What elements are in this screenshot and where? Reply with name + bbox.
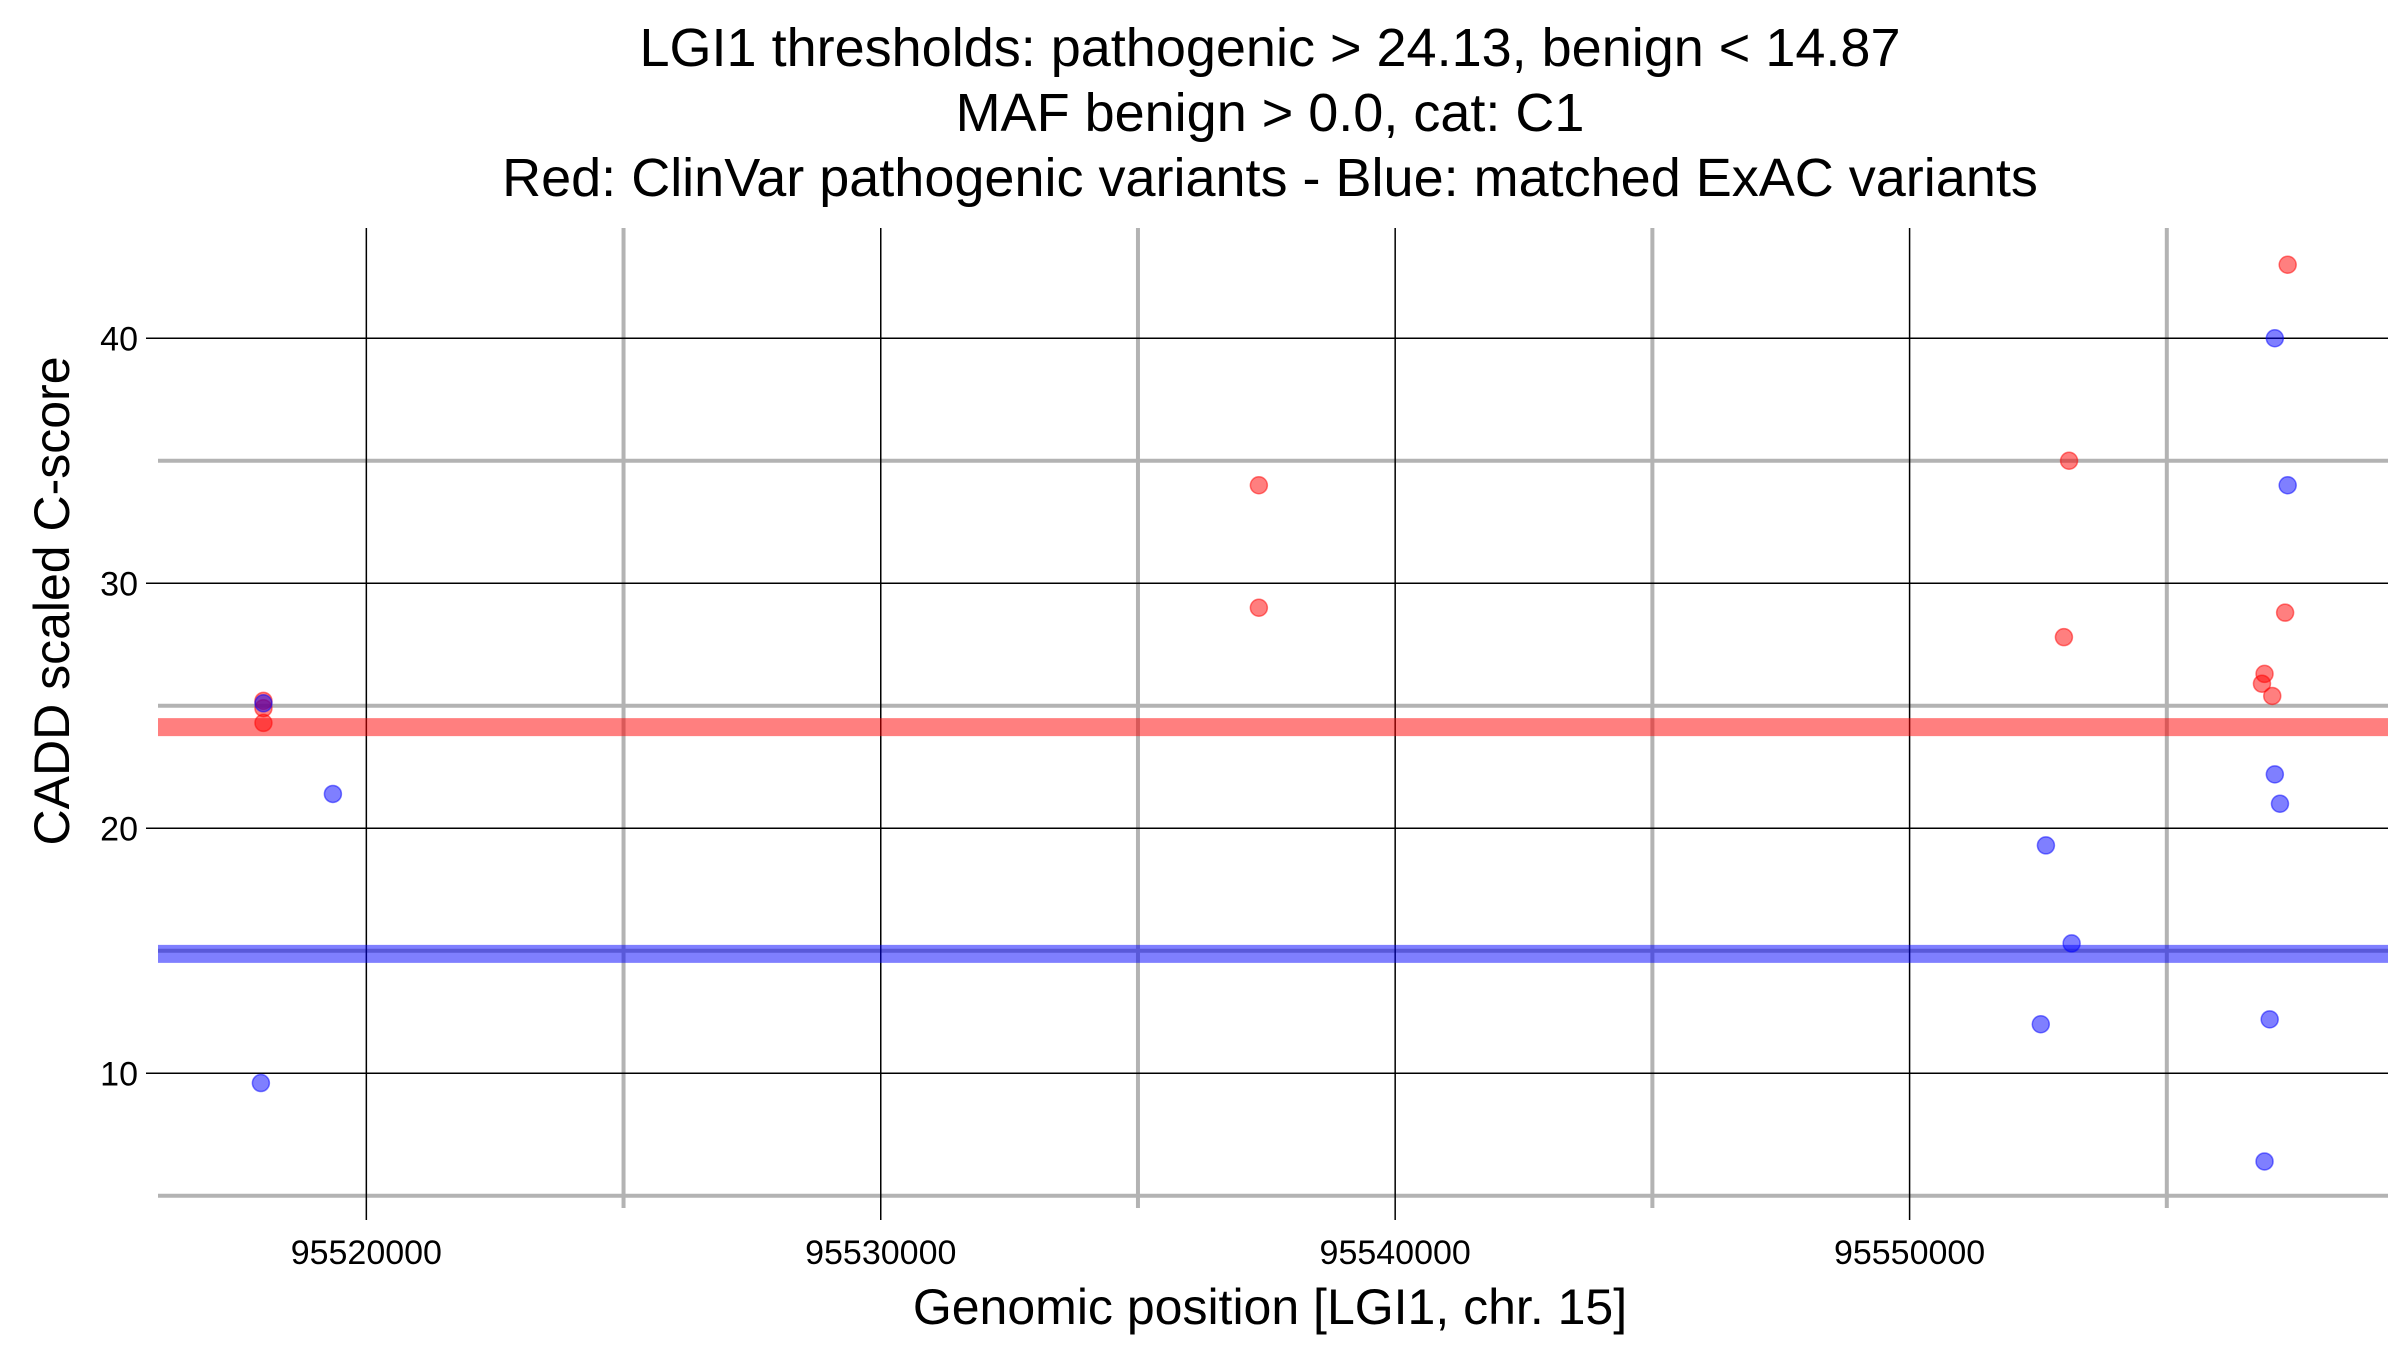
- exac-point: [2260, 1010, 2279, 1029]
- title-line-3: Red: ClinVar pathogenic variants - Blue:…: [502, 148, 2038, 208]
- title-line-2: MAF benign > 0.0, cat: C1: [956, 83, 1585, 143]
- clinvar-point: [2278, 255, 2297, 274]
- clinvar-point: [2252, 674, 2272, 693]
- x-tick-label: 95520000: [291, 1234, 442, 1272]
- threshold-lines: [158, 718, 2388, 963]
- x-tick-label: 95550000: [1834, 1234, 1985, 1272]
- exac-point: [323, 784, 343, 804]
- y-tick-label: 40: [100, 320, 138, 358]
- clinvar-point: [2275, 603, 2295, 622]
- y-axis-title: CADD scaled C-score: [24, 356, 80, 845]
- clinvar-point: [2054, 627, 2074, 647]
- exac-point: [251, 1073, 271, 1093]
- title-line-1: LGI1 thresholds: pathogenic > 24.13, ben…: [640, 18, 1901, 78]
- x-tick-label: 95540000: [1320, 1234, 1471, 1272]
- major-gridlines: [158, 228, 2388, 1208]
- clinvar-point: [254, 713, 273, 733]
- data-points: [251, 255, 2297, 1171]
- exac-point: [2265, 765, 2285, 784]
- clinvar-point: [2059, 451, 2079, 470]
- x-axis-title: Genomic position [LGI1, chr. 15]: [913, 1279, 1627, 1335]
- exac-point: [2036, 836, 2056, 855]
- y-tick-label: 10: [100, 1055, 138, 1093]
- exac-point: [2265, 329, 2285, 348]
- x-axis-ticks: 95520000 95530000 95540000 95550000: [291, 1208, 1985, 1272]
- clinvar-point: [1249, 476, 1269, 495]
- exac-point: [2270, 794, 2290, 813]
- x-tick-label: 95530000: [805, 1234, 956, 1272]
- y-axis-ticks: 10 20 30 40: [100, 320, 158, 1093]
- y-tick-label: 20: [100, 810, 138, 848]
- y-tick-label: 30: [100, 565, 138, 603]
- exac-point: [2031, 1015, 2051, 1034]
- exac-point: [254, 694, 273, 713]
- exac-point: [2278, 476, 2297, 495]
- chart-title: LGI1 thresholds: pathogenic > 24.13, ben…: [502, 18, 2038, 208]
- clinvar-point: [1249, 598, 1269, 617]
- exac-point: [2062, 934, 2081, 953]
- clinvar-point: [2263, 686, 2282, 706]
- exac-point: [2255, 1152, 2274, 1171]
